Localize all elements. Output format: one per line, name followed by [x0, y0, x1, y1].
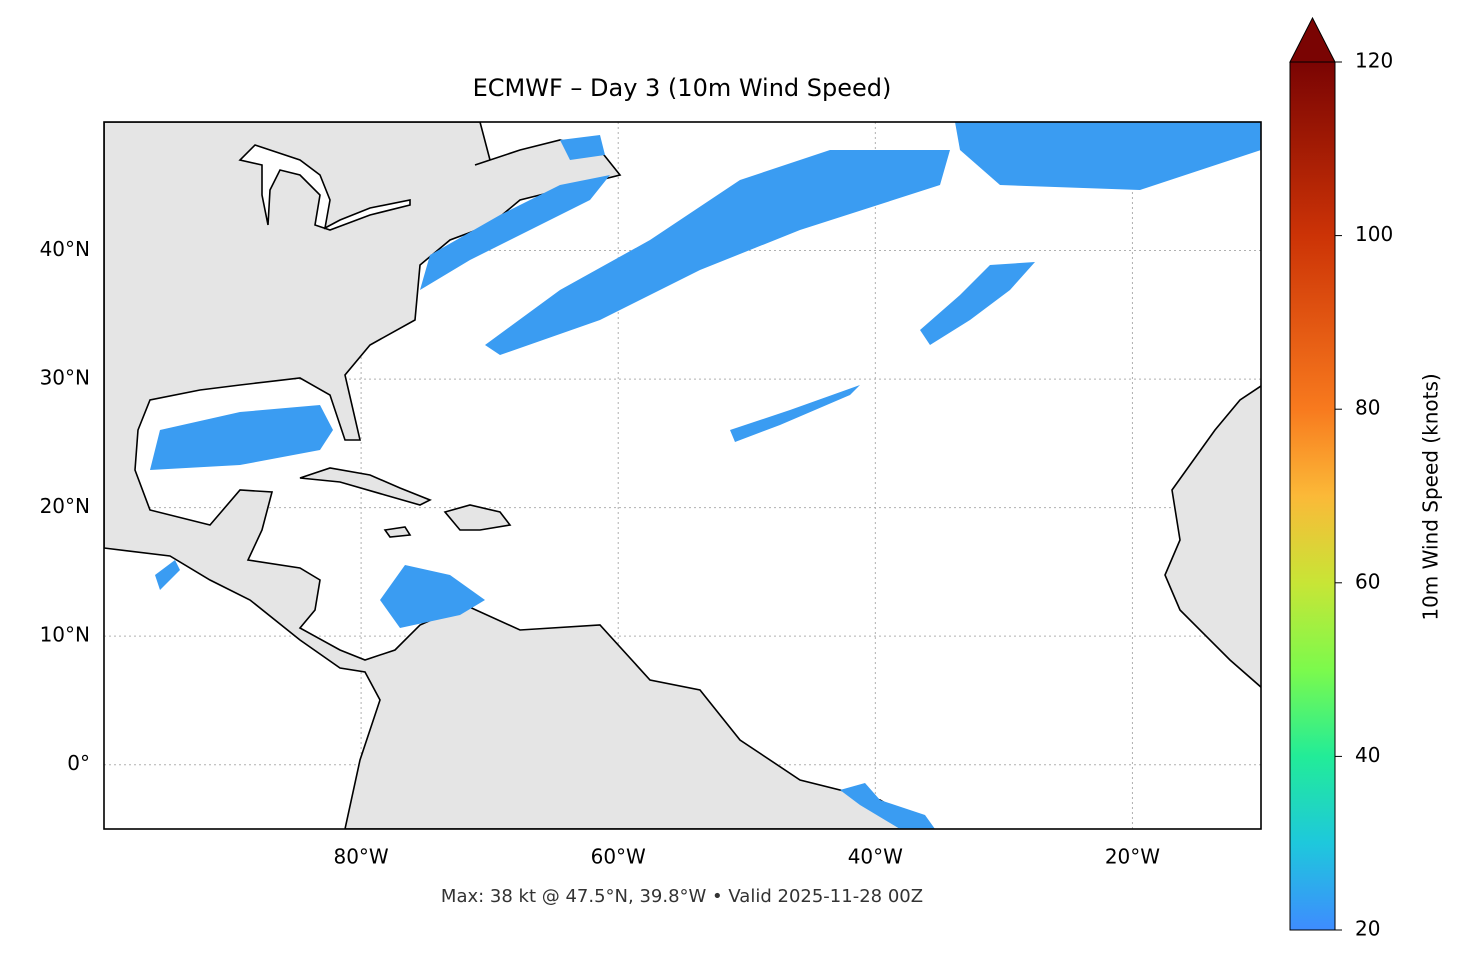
x-tick-label: 20°W	[1105, 845, 1160, 869]
colorbar-tick-label: 20	[1355, 917, 1380, 941]
colorbar-tick-label: 80	[1355, 396, 1380, 420]
y-tick-label: 10°N	[40, 623, 90, 647]
colorbar-tick-label: 100	[1355, 222, 1393, 246]
colorbar-tick-label: 60	[1355, 569, 1380, 593]
hispaniola	[443, 504, 512, 531]
colorbar-tick-label: 40	[1355, 743, 1380, 767]
map-area	[104, 122, 1261, 829]
x-tick-label: 80°W	[333, 845, 388, 869]
colorbar-tick-label: 120	[1355, 49, 1393, 73]
great-lakes	[238, 144, 411, 231]
map-frame	[103, 121, 1262, 830]
x-tick-label: 40°W	[848, 845, 903, 869]
colorbar-extend	[1289, 16, 1336, 63]
y-tick-label: 20°N	[40, 494, 90, 518]
footer-note: Max: 38 kt @ 47.5°N, 39.8°W • Valid 2025…	[441, 886, 923, 907]
africa	[1164, 385, 1261, 689]
colorbar-scale	[1289, 61, 1336, 931]
colorbar: 20 40 60 80 100 120	[1289, 16, 1393, 941]
colorbar-label: 10m Wind Speed (knots)	[1419, 373, 1443, 620]
y-tick-label: 30°N	[40, 366, 90, 390]
jamaica	[383, 526, 412, 538]
y-tick-label: 40°N	[40, 237, 90, 261]
chart-title: ECMWF – Day 3 (10m Wind Speed)	[473, 74, 892, 102]
cuba	[299, 467, 432, 506]
wind-field	[150, 122, 1261, 829]
x-tick-label: 60°W	[591, 845, 646, 869]
y-tick-label: 0°	[67, 751, 90, 775]
